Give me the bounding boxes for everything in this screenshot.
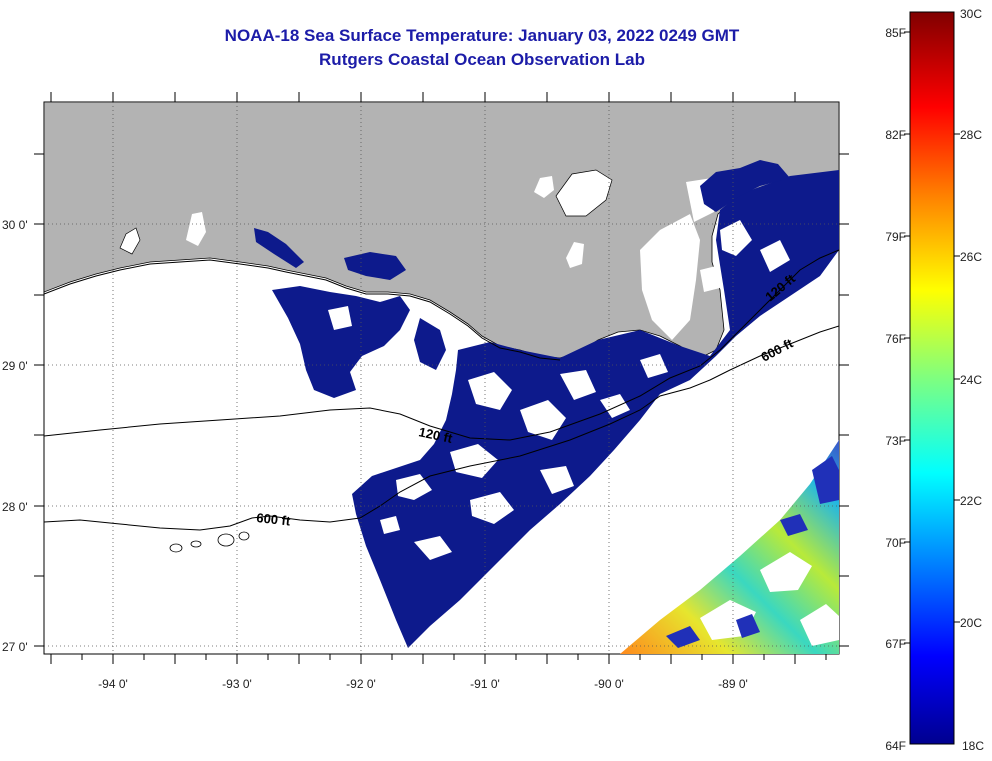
warm-sst-region: [620, 440, 839, 654]
warm-sst-blue-spots: [666, 456, 839, 648]
colorbar-f-64: 64F: [885, 739, 906, 753]
lake-small-west: [119, 227, 141, 255]
contour-600ft: [44, 325, 839, 531]
lon-label-90: -90 0': [594, 677, 624, 691]
lon-label-89: -89 0': [718, 677, 748, 691]
colorbar-c-26: 26C: [960, 250, 982, 264]
lon-label-91: -91 0': [470, 677, 500, 691]
lake-small-2: [186, 212, 206, 246]
lon-label-92: -92 0': [346, 677, 376, 691]
colorbar-ticks: [904, 31, 960, 644]
colorbar-c-22: 22C: [960, 494, 982, 508]
delta-marsh: [640, 214, 700, 340]
contour-120ft: [44, 249, 839, 441]
colorbar-f-76: 76F: [885, 332, 906, 346]
colorbar-c-24: 24C: [960, 373, 982, 387]
colorbar-f-85: 85F: [885, 26, 906, 40]
colorbar-c-20: 20C: [960, 616, 982, 630]
lat-label-28: 28 0': [2, 500, 28, 514]
lat-label-29: 29 0': [2, 359, 28, 373]
lat-label-30: 30 0': [2, 218, 28, 232]
contour-label-120ft-central: 120 ft: [417, 424, 454, 446]
contour-label-600ft-west: 600 ft: [256, 510, 292, 529]
colorbar-c-30: 30C: [960, 7, 982, 21]
colorbar-f-82: 82F: [885, 128, 906, 142]
lon-label-94: -94 0': [98, 677, 128, 691]
coastline: [44, 259, 561, 361]
colorbar: [909, 11, 955, 745]
lon-label-93: -93 0': [222, 677, 252, 691]
cold-sst-region: [254, 160, 839, 648]
lake-small-3: [534, 176, 554, 198]
colorbar-f-73: 73F: [885, 434, 906, 448]
colorbar-f-79: 79F: [885, 230, 906, 244]
frame-ticks: [34, 92, 849, 664]
map-subtitle: Rutgers Coastal Ocean Observation Lab: [319, 50, 645, 69]
colorbar-f-67: 67F: [885, 637, 906, 651]
map-title: NOAA-18 Sea Surface Temperature: January…: [224, 26, 740, 45]
lake-small-4: [566, 242, 584, 268]
cloud-gaps: [328, 220, 790, 560]
lat-label-27: 27 0': [2, 640, 28, 654]
graticule: [44, 102, 839, 654]
shoal-contours: [169, 531, 250, 553]
colorbar-c-28: 28C: [960, 128, 982, 142]
colorbar-f-70: 70F: [885, 536, 906, 550]
colorbar-c-18: 18C: [962, 739, 984, 753]
